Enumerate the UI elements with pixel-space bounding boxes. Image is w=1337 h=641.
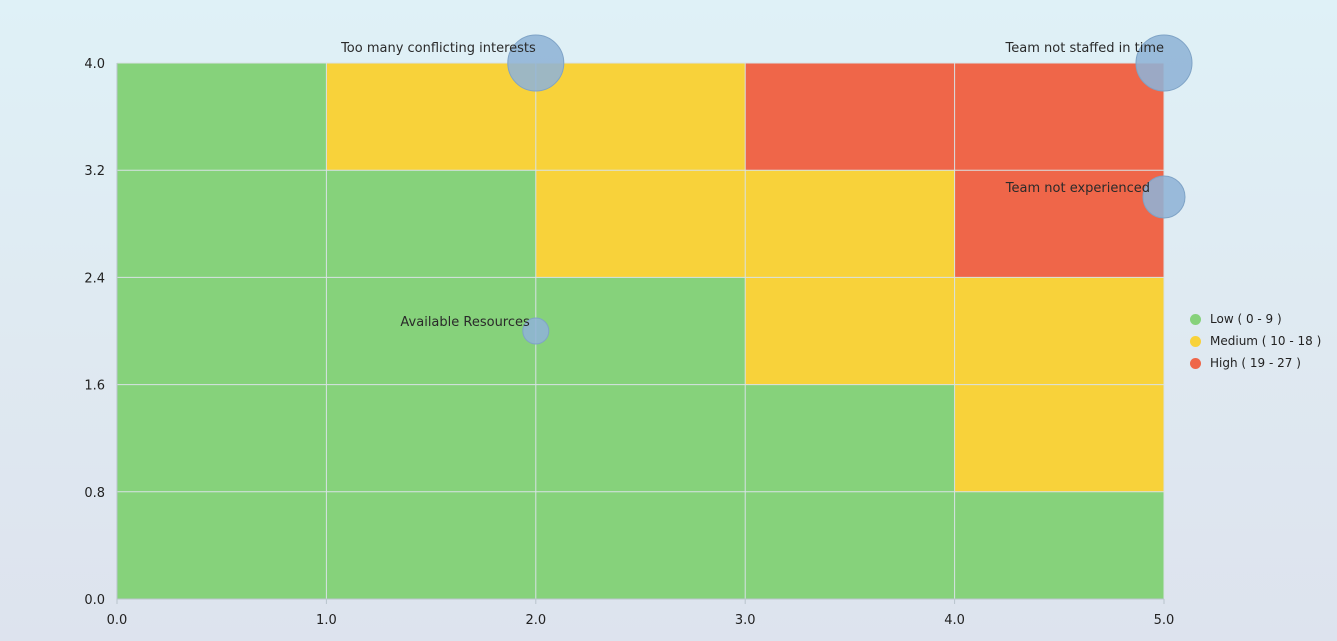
legend-dot-low (1190, 313, 1201, 325)
axes-layer: 0.0 1.0 2.0 3.0 4.0 5.0 0.0 0.8 1.6 2.4 3.2 4.0 (84, 57, 1174, 628)
heatmap-cell (745, 277, 955, 385)
heatmap-cell (117, 277, 327, 385)
heatmap-cell (535, 170, 746, 278)
risk-bubble-label: Team not staffed in time (1005, 41, 1164, 56)
heatmap-cell (954, 63, 1164, 171)
heatmap-cell (745, 170, 955, 278)
heatmap-cell (745, 384, 955, 492)
legend-item-low[interactable]: Low ( 0 - 9 ) (1190, 308, 1321, 330)
y-tick-label: 2.4 (84, 271, 105, 286)
y-tick-label: 3.2 (84, 164, 105, 179)
heatmap-cell (535, 277, 746, 385)
legend-dot-high (1190, 357, 1201, 369)
heatmap-cell (326, 170, 536, 278)
labels-layer: Too many conflicting interests Team not s… (340, 41, 1164, 330)
y-tick-label: 4.0 (84, 57, 105, 72)
x-tick-label: 1.0 (316, 613, 337, 628)
y-tick-label: 1.6 (84, 379, 105, 394)
heatmap-cell (954, 277, 1164, 385)
legend-item-high[interactable]: High ( 19 - 27 ) (1190, 352, 1321, 374)
heatmap-cell (954, 491, 1164, 599)
risk-bubble (1135, 34, 1193, 92)
risk-bubble (1142, 175, 1186, 219)
risk-bubble (507, 34, 565, 92)
legend-item-medium[interactable]: Medium ( 10 - 18 ) (1190, 330, 1321, 352)
heatmap-cell (117, 63, 327, 171)
heatmap-cell (745, 63, 955, 171)
heatmap-cell (117, 491, 327, 599)
legend-label-medium: Medium ( 10 - 18 ) (1210, 334, 1322, 348)
heatmap-cell (326, 277, 536, 385)
risk-bubble (522, 317, 550, 345)
heatmap-cell (326, 491, 536, 599)
legend-label-high: High ( 19 - 27 ) (1210, 356, 1301, 370)
heatmap-cell (954, 384, 1164, 492)
heatmap-cell (535, 384, 746, 492)
heatmap-cell (326, 63, 536, 171)
heatmap-cell (535, 63, 746, 171)
bubbles-layer (507, 34, 1193, 345)
risk-bubble-label: Team not experienced (1005, 181, 1150, 196)
heatmap-cell (326, 384, 536, 492)
heatmap-cell (535, 491, 746, 599)
x-tick-label: 3.0 (735, 613, 756, 628)
risk-bubble-label: Too many conflicting interests (340, 41, 536, 56)
heatmap-cell (954, 170, 1164, 278)
y-tick-label: 0.0 (84, 593, 105, 608)
legend-dot-medium (1190, 335, 1201, 347)
heatmap-cell (117, 170, 327, 278)
risk-bubble-label: Available Resources (400, 315, 530, 330)
heatmap-cell (117, 384, 327, 492)
cells-layer (117, 63, 1164, 599)
x-tick-label: 5.0 (1154, 613, 1175, 628)
legend-label-low: Low ( 0 - 9 ) (1210, 312, 1282, 326)
x-tick-label: 2.0 (525, 613, 546, 628)
x-tick-label: 0.0 (107, 613, 128, 628)
legend: Low ( 0 - 9 ) Medium ( 10 - 18 ) High ( … (1190, 308, 1321, 374)
y-tick-label: 0.8 (84, 486, 105, 501)
heatmap-cell (745, 491, 955, 599)
x-tick-label: 4.0 (944, 613, 965, 628)
